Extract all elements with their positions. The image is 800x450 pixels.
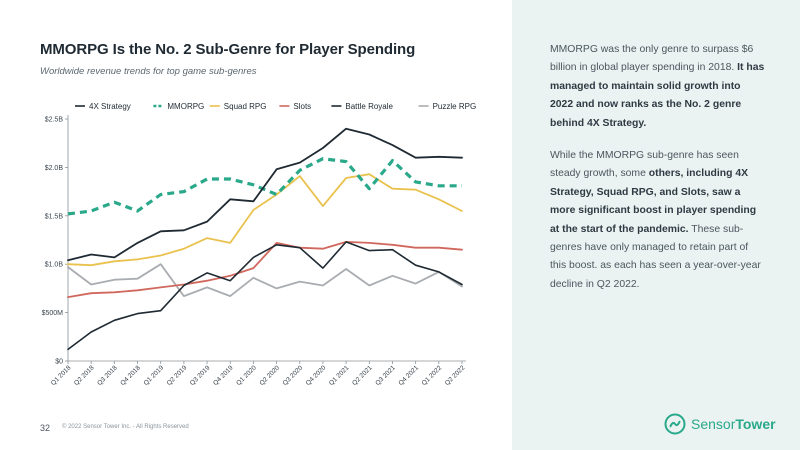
x-tick-label: Q4 2019 [212,364,235,387]
commentary-paragraph-1: MMORPG was the only genre to surpass $6 … [550,41,765,133]
y-tick-label: $2.5B [45,117,64,124]
y-tick-label: $500M [42,310,64,317]
sensor-tower-logo-text: SensorTower [691,416,776,432]
sensor-tower-logo: SensorTower [664,413,776,435]
logo-text-sensor: Sensor [691,416,736,432]
chart-panel [0,0,512,450]
x-tick-label: Q2 2022 [444,364,467,387]
logo-text-tower: Tower [735,416,776,432]
legend-label-squad-rpg: Squad RPG [224,102,267,111]
x-tick-label: Q1 2021 [328,364,351,387]
commentary-p2-highlight: others, including 4X Strategy, Squad RPG… [550,168,757,235]
legend-label-4x-strategy: 4X Strategy [89,102,131,111]
x-tick-label: Q2 2020 [258,364,281,387]
page-subtitle: Worldwide revenue trends for top game su… [40,66,257,77]
y-tick-label: $0 [55,359,63,366]
x-tick-label: Q1 2020 [235,364,258,387]
x-tick-label: Q4 2020 [305,364,328,387]
series-line-battle-royale [67,241,463,351]
commentary-panel [512,0,800,450]
commentary-paragraph-2: While the MMORPG sub-genre has seen stea… [550,147,765,294]
x-tick-label: Q2 2021 [351,364,374,387]
series-line-slots [67,240,463,299]
commentary-p1-highlight: It has managed to maintain solid growth … [550,62,765,129]
page-title: MMORPG Is the No. 2 Sub-Genre for Player… [40,41,416,58]
series-line-mmorpg [67,157,462,216]
x-tick-label: Q4 2018 [119,364,142,387]
commentary-p2-tail: These sub-genres have only managed to re… [550,223,761,290]
y-tick-label: $1.0B [45,262,64,269]
x-tick-label: Q2 2018 [73,364,96,387]
x-tick-label: Q3 2018 [96,364,119,387]
legend-label-slots: Slots [293,102,311,111]
series-line-squad-rpg [67,173,463,267]
x-tick-label: Q4 2021 [397,364,420,387]
y-tick-label: $1.5B [45,213,64,220]
series-line-4x-strategy [67,127,463,262]
x-tick-label: Q2 2019 [166,364,189,387]
legend-label-puzzle-rpg: Puzzle RPG [433,102,477,111]
commentary-p2-text: While the MMORPG sub-genre has seen stea… [550,150,739,180]
x-tick-label: Q3 2019 [189,364,212,387]
legend-label-mmorpg: MMORPG [167,102,204,111]
legend-label-battle-royale: Battle Royale [345,102,393,111]
y-tick-label: $2.0B [45,165,64,172]
x-tick-label: Q3 2020 [282,364,305,387]
page-number: 32 [40,423,51,433]
sensor-tower-logo-icon [664,413,686,435]
copyright-notice: © 2022 Sensor Tower Inc. - All Rights Re… [62,424,189,430]
x-tick-label: Q1 2019 [143,364,166,387]
x-tick-label: Q1 2022 [421,364,444,387]
x-tick-label: Q1 2018 [50,364,73,387]
x-tick-label: Q3 2021 [374,364,397,387]
series-line-puzzle-rpg [67,263,463,298]
commentary-p1-text: MMORPG was the only genre to surpass $6 … [550,44,754,74]
